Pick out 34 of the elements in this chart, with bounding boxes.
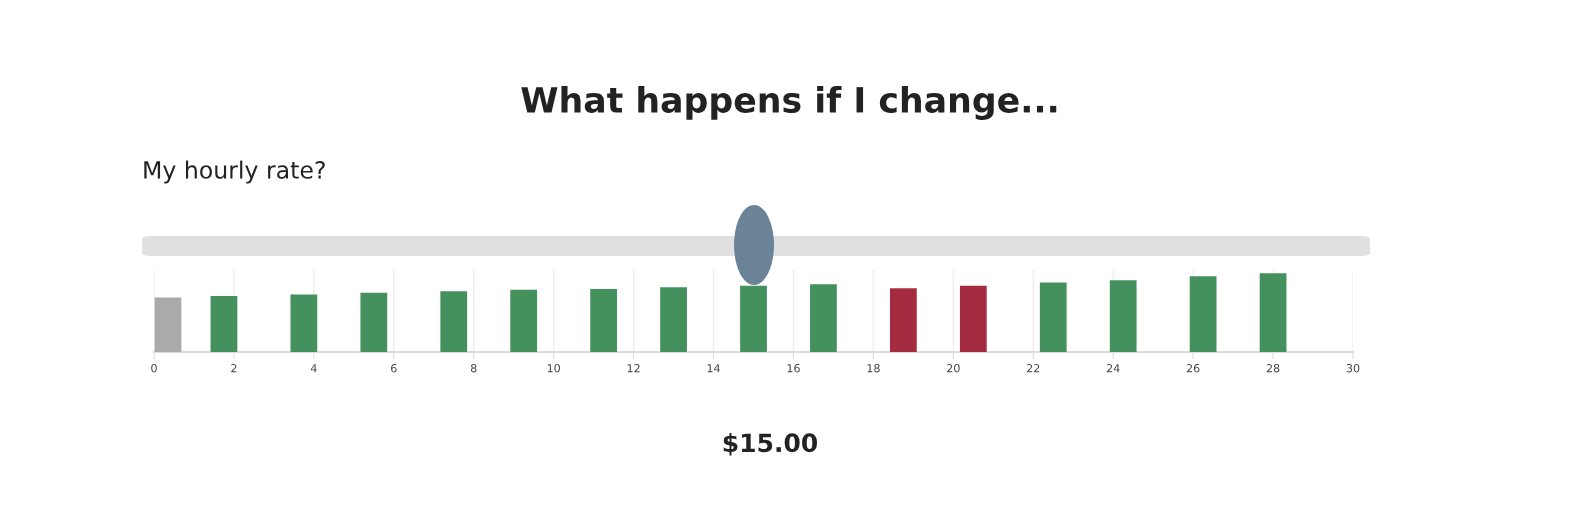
- bar: [1109, 280, 1137, 352]
- bar: [440, 291, 468, 352]
- x-tick-label: 0: [151, 364, 157, 373]
- bar: [210, 296, 238, 352]
- x-tick-label: 28: [1266, 364, 1280, 373]
- x-tick-label: 30: [1346, 364, 1360, 373]
- bar: [1189, 276, 1217, 352]
- x-tick-label: 24: [1106, 364, 1120, 373]
- x-tick-label: 8: [470, 364, 477, 373]
- bar: [510, 289, 538, 352]
- x-tick-label: 14: [707, 364, 720, 373]
- bar: [1039, 282, 1067, 352]
- chart-title: What happens if I change...: [521, 86, 1057, 120]
- x-tick-label: 18: [867, 364, 880, 373]
- bar: [810, 284, 837, 352]
- bar: [290, 294, 318, 352]
- x-tick-label: 6: [391, 364, 397, 373]
- bar: [590, 288, 618, 352]
- x-tick-label: 10: [547, 364, 560, 373]
- x-tick-label: 16: [787, 364, 800, 373]
- x-tick-label: 22: [1027, 364, 1040, 373]
- bar: [1259, 273, 1287, 352]
- x-tick-label: 26: [1186, 364, 1200, 373]
- bar: [889, 288, 917, 352]
- x-tick-label: 2: [231, 364, 237, 373]
- bar: [154, 297, 182, 352]
- x-tick-label: 4: [310, 364, 317, 373]
- chart-subtitle: My hourly rate?: [144, 160, 325, 184]
- bar: [660, 287, 687, 352]
- bar: [959, 285, 987, 352]
- x-tick-label: 20: [947, 364, 960, 373]
- text: $15.00: [723, 432, 818, 456]
- x-tick-label: 12: [627, 364, 640, 373]
- bar: [360, 292, 388, 352]
